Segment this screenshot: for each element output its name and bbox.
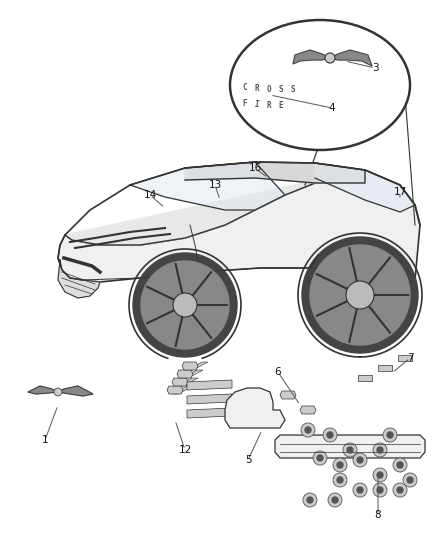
- Circle shape: [353, 483, 367, 497]
- Polygon shape: [378, 365, 392, 371]
- Polygon shape: [398, 355, 412, 361]
- Polygon shape: [58, 260, 100, 298]
- Text: 13: 13: [208, 180, 222, 190]
- Polygon shape: [315, 163, 415, 212]
- Text: E: E: [279, 101, 283, 110]
- Polygon shape: [330, 50, 372, 66]
- Circle shape: [357, 457, 363, 463]
- Text: O: O: [267, 85, 271, 93]
- Circle shape: [141, 261, 229, 349]
- Circle shape: [173, 293, 197, 317]
- Text: I: I: [254, 100, 259, 109]
- Circle shape: [325, 53, 335, 63]
- Polygon shape: [177, 378, 198, 386]
- Text: 12: 12: [178, 445, 192, 455]
- Polygon shape: [172, 378, 188, 386]
- Polygon shape: [225, 388, 285, 428]
- Polygon shape: [65, 175, 340, 245]
- Circle shape: [327, 432, 333, 438]
- Circle shape: [328, 493, 342, 507]
- Polygon shape: [58, 386, 93, 396]
- Text: F: F: [243, 100, 247, 109]
- Text: R: R: [254, 84, 259, 93]
- Polygon shape: [187, 394, 232, 404]
- Text: C: C: [243, 84, 247, 93]
- Circle shape: [393, 458, 407, 472]
- Text: 14: 14: [143, 190, 157, 200]
- Circle shape: [407, 477, 413, 483]
- Circle shape: [54, 388, 62, 396]
- Polygon shape: [172, 386, 193, 394]
- Circle shape: [307, 497, 313, 503]
- Circle shape: [133, 253, 237, 357]
- Circle shape: [383, 428, 397, 442]
- Circle shape: [377, 487, 383, 493]
- Text: S: S: [279, 85, 283, 94]
- Polygon shape: [182, 362, 198, 370]
- Text: 16: 16: [248, 163, 261, 173]
- Text: 5: 5: [245, 455, 251, 465]
- Circle shape: [301, 423, 315, 437]
- Circle shape: [377, 447, 383, 453]
- Text: 7: 7: [407, 353, 413, 363]
- Polygon shape: [358, 375, 372, 381]
- Text: 17: 17: [393, 187, 406, 197]
- Circle shape: [403, 473, 417, 487]
- Ellipse shape: [230, 20, 410, 150]
- Circle shape: [302, 237, 418, 353]
- Circle shape: [343, 443, 357, 457]
- Polygon shape: [130, 162, 285, 210]
- Circle shape: [303, 493, 317, 507]
- Circle shape: [353, 453, 367, 467]
- Circle shape: [323, 428, 337, 442]
- Circle shape: [373, 443, 387, 457]
- Circle shape: [387, 432, 393, 438]
- Circle shape: [337, 477, 343, 483]
- Circle shape: [305, 427, 311, 433]
- Circle shape: [333, 473, 347, 487]
- Circle shape: [337, 462, 343, 468]
- Circle shape: [332, 497, 338, 503]
- Polygon shape: [280, 391, 296, 399]
- Circle shape: [397, 462, 403, 468]
- Text: 3: 3: [372, 63, 378, 73]
- Polygon shape: [300, 406, 316, 414]
- Circle shape: [373, 483, 387, 497]
- Circle shape: [393, 483, 407, 497]
- Polygon shape: [28, 386, 58, 394]
- Circle shape: [347, 447, 353, 453]
- Text: 4: 4: [328, 103, 336, 113]
- Polygon shape: [177, 370, 193, 378]
- Polygon shape: [293, 50, 330, 64]
- Polygon shape: [187, 362, 208, 370]
- Circle shape: [313, 451, 327, 465]
- Circle shape: [310, 245, 410, 345]
- Circle shape: [317, 455, 323, 461]
- Polygon shape: [58, 170, 420, 282]
- Polygon shape: [187, 408, 232, 418]
- Circle shape: [397, 487, 403, 493]
- Polygon shape: [182, 370, 203, 378]
- Polygon shape: [185, 162, 365, 183]
- Text: R: R: [267, 101, 271, 109]
- Circle shape: [333, 458, 347, 472]
- Circle shape: [346, 281, 374, 309]
- Circle shape: [377, 472, 383, 478]
- Polygon shape: [187, 380, 232, 390]
- Polygon shape: [275, 435, 425, 458]
- Text: 1: 1: [42, 435, 48, 445]
- Text: S: S: [291, 85, 295, 94]
- Text: 6: 6: [275, 367, 281, 377]
- Text: 8: 8: [374, 510, 381, 520]
- Circle shape: [373, 468, 387, 482]
- Circle shape: [357, 487, 363, 493]
- Polygon shape: [167, 386, 183, 394]
